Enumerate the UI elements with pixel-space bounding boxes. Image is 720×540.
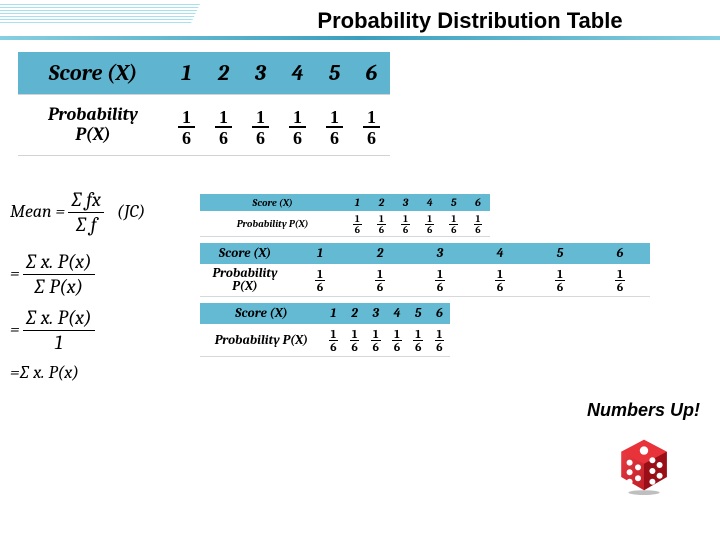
header-decoration: [0, 4, 200, 24]
prob-row-header: Probability P(X): [18, 95, 168, 156]
prob-label-text: Probability: [48, 104, 138, 125]
score-col: 6: [353, 52, 390, 95]
score-col: 2: [205, 52, 242, 95]
page-title: Probability Distribution Table: [230, 8, 710, 34]
inset-tables: Score (X) 123 456 Probability P(X) 16 16…: [200, 194, 490, 357]
score-header: Score (X): [18, 52, 168, 95]
equals: =: [10, 261, 20, 286]
prob-cell: 16: [205, 95, 242, 156]
score-col: 3: [242, 52, 279, 95]
title-underline: [0, 36, 720, 40]
mini-table-3: Score (X) 123 456 Probability P(X) 16 16…: [200, 303, 450, 357]
score-col: 5: [316, 52, 353, 95]
mini-table-1: Score (X) 123 456 Probability P(X) 16 16…: [200, 194, 490, 237]
formula-block: Mean = ∑ fx∑ f (JC) = ∑ x. P(x)∑ P(x) = …: [10, 188, 145, 390]
equals: =: [10, 317, 20, 342]
main-prob-table: Score (X) 1 2 3 4 5 6 Probability P(X) 1…: [18, 52, 390, 156]
footer-text: Numbers Up!: [587, 400, 700, 421]
dice-icon: [614, 435, 674, 495]
prob-cell: 16: [168, 95, 205, 156]
score-col: 4: [279, 52, 316, 95]
score-col: 1: [168, 52, 205, 95]
prob-cell: 16: [242, 95, 279, 156]
jc-annotation: (JC): [117, 199, 145, 224]
prob-cell: 16: [279, 95, 316, 156]
prob-cell: 16: [316, 95, 353, 156]
prob-cell: 16: [353, 95, 390, 156]
final-formula: =∑ x. P(x): [10, 360, 79, 385]
mean-label: Mean =: [10, 199, 65, 224]
prob-label-text2: P(X): [75, 124, 110, 145]
mini-table-2: Score (X) 123 456 Probability P(X) 16 16…: [200, 243, 650, 297]
